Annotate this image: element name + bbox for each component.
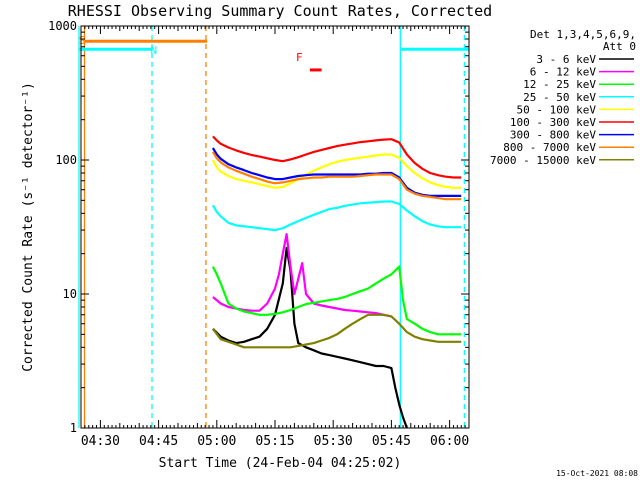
annotation-label: N (150, 44, 157, 57)
y-axis-label: Corrected Count Rate (s⁻¹ detector⁻¹) (21, 82, 36, 372)
legend-entry-label: 25 - 50 keV (523, 91, 596, 104)
x-axis: 04:30 04:45 05:00 05:15 05:30 05:45 06:00 (81, 26, 469, 449)
vertical-markers (78, 26, 465, 428)
series-line (211, 151, 462, 201)
x-tick-label: 05:30 (314, 434, 353, 449)
series-line (211, 200, 462, 232)
y-tick-label: 10 (63, 287, 77, 301)
series-line (212, 135, 462, 179)
legend-entry-label: 300 - 800 keV (510, 129, 596, 142)
legend-entry-label: 6 - 12 keV (530, 66, 597, 79)
legend-entry-label: 7000 - 15000 keV (490, 154, 596, 167)
y-tick-label: 100 (55, 153, 77, 167)
series-line (212, 313, 462, 349)
legend-entry-label: 100 - 300 keV (510, 116, 596, 129)
series-line (212, 233, 392, 318)
legend-entry-label: 12 - 25 keV (523, 78, 596, 91)
legend-entry-label: 800 - 7000 keV (503, 141, 596, 154)
y-tick-label: 1 (70, 421, 77, 435)
horizontal-bars (79, 39, 469, 72)
x-tick-label: 05:15 (255, 434, 294, 449)
legend-header: Det 1,3,4,5,6,9, (530, 28, 636, 41)
annotation-label: S (79, 34, 86, 47)
series-line (211, 153, 462, 189)
series-line (212, 247, 408, 429)
footer-timestamp: 15-Oct-2021 08:08 (556, 469, 638, 478)
x-tick-label: 05:00 (197, 434, 236, 449)
x-tick-label: 04:45 (139, 434, 178, 449)
legend-header: Att 0 (603, 40, 636, 53)
x-tick-label: 06:00 (430, 434, 469, 449)
legend-entry-label: 50 - 100 keV (517, 103, 597, 116)
series-line (211, 265, 462, 336)
y-tick-label: 1000 (48, 19, 77, 33)
x-tick-label: 05:45 (372, 434, 411, 449)
annotation-label: F (296, 51, 303, 64)
series-lines (211, 135, 462, 429)
legend-entry-label: 3 - 6 keV (536, 53, 596, 66)
chart-title: RHESSI Observing Summary Count Rates, Co… (68, 2, 492, 20)
x-tick-label: 04:30 (81, 434, 120, 449)
x-axis-label: Start Time (24-Feb-04 04:25:02) (159, 456, 402, 471)
annotation-labels: S N F (79, 34, 303, 64)
